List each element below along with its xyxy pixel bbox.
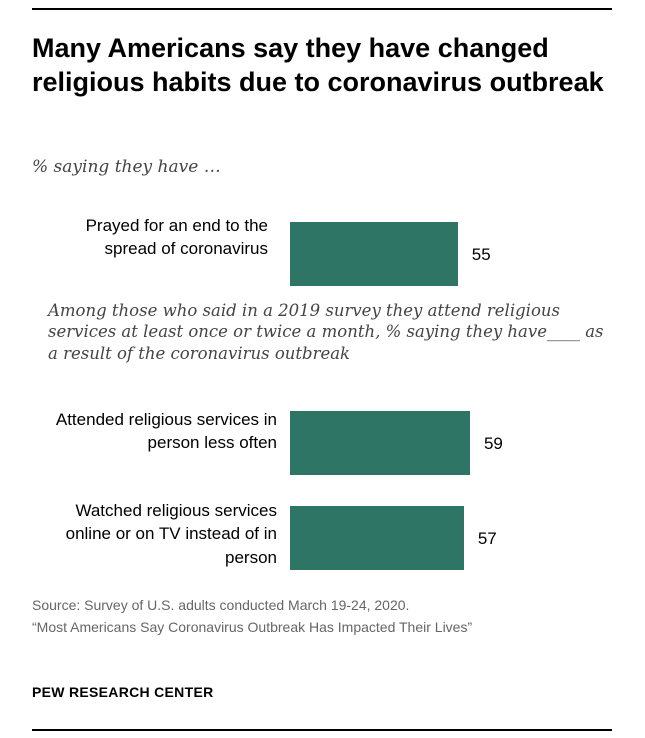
bar-watched [290,506,464,570]
group-note: Among those who said in a 2019 survey th… [48,301,604,363]
top-rule [32,8,612,10]
bar-label-prayed: Prayed for an end to the spread of coron… [85,216,268,259]
bar-label-watched: Watched religious services online or on … [65,501,277,567]
source-line: Source: Survey of U.S. adults conducted … [32,597,410,613]
value-label-attended: 59 [483,434,503,453]
bar-label-attended: Attended religious services in person le… [55,410,277,453]
bottom-rule [32,729,612,731]
brand-logo-text: PEW RESEARCH CENTER [32,684,214,700]
bar-prayed [290,222,458,286]
value-label-prayed: 55 [471,245,491,264]
source-note: Source: Survey of U.S. adults conducted … [32,594,612,639]
chart-subtitle: % saying they have … [32,157,221,177]
value-label-watched: 57 [477,529,497,548]
bar-attended [290,411,470,475]
report-title-line: “Most Americans Say Coronavirus Outbreak… [32,619,473,636]
chart-title: Many Americans say they have changed rel… [32,33,604,97]
